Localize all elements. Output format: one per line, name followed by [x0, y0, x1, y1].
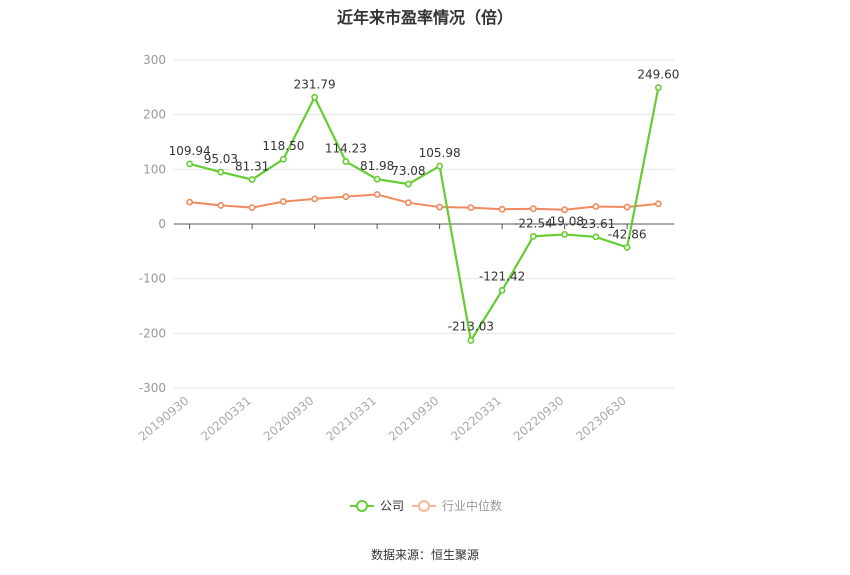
company-point: [342, 158, 350, 165]
industry-median-point: [248, 204, 256, 211]
industry-median-point: [217, 202, 225, 209]
y-tick-label: 100: [143, 162, 166, 176]
x-tick-label: 20190930: [136, 394, 192, 444]
data-label: 95.03: [204, 152, 238, 166]
y-tick-label: 0: [158, 217, 166, 231]
y-tick-label: 300: [143, 53, 166, 67]
data-source-note: 数据来源：恒生聚源: [370, 548, 479, 562]
data-label: 118.50: [262, 139, 304, 153]
y-tick-label: -200: [139, 326, 166, 340]
company-point: [592, 233, 600, 241]
data-label: 109.94: [169, 144, 211, 158]
company-point: [529, 232, 537, 240]
industry-median-point: [592, 203, 600, 210]
industry-median-point: [373, 191, 381, 198]
company-point: [654, 84, 662, 91]
industry-median-point: [311, 195, 319, 203]
legend-median-marker: [418, 500, 430, 512]
data-label: -213.03: [448, 319, 494, 333]
legend-company-label: 公司: [380, 499, 404, 513]
x-tick-label: 20210331: [323, 394, 379, 444]
industry-median-point: [279, 198, 287, 205]
company-point: [311, 93, 319, 101]
data-label: 114.23: [325, 142, 367, 156]
industry-median-point: [186, 198, 194, 206]
series-line-company: [189, 87, 660, 344]
company-point: [373, 175, 381, 183]
x-tick-label: 20230630: [573, 394, 629, 444]
data-label: -22.54: [514, 216, 553, 230]
industry-median-point: [529, 205, 537, 213]
x-tick-label: 20220930: [511, 394, 567, 444]
industry-median-point: [436, 203, 444, 211]
x-tick-label: 20220331: [448, 394, 504, 444]
company-point: [561, 231, 569, 238]
y-tick-label: -300: [139, 381, 166, 395]
industry-median-point: [342, 193, 350, 201]
data-label: -121.42: [479, 269, 525, 283]
industry-median-point: [498, 205, 506, 213]
data-label: 73.08: [391, 164, 425, 178]
data-label: 105.98: [419, 146, 461, 160]
company-point: [404, 180, 412, 188]
company-point: [186, 160, 194, 168]
chart-title: 近年来市盈率情况（倍）: [336, 8, 513, 27]
data-label: 249.60: [637, 68, 679, 82]
industry-median-point: [561, 206, 569, 214]
company-point: [279, 155, 287, 163]
data-label: 81.31: [235, 160, 269, 174]
series-line-industry-median: [189, 193, 659, 211]
data-label: -23.61: [577, 217, 616, 231]
industry-median-point: [654, 200, 662, 208]
industry-median-point: [404, 199, 412, 207]
data-label: 231.79: [294, 77, 336, 91]
company-point: [467, 337, 475, 344]
y-tick-label: -100: [139, 272, 166, 286]
industry-median-point: [467, 204, 475, 211]
x-tick-label: 20200331: [198, 394, 254, 444]
industry-median-point: [623, 203, 631, 211]
company-point: [623, 244, 631, 251]
x-tick-label: 20210930: [386, 394, 442, 444]
data-label: -42.86: [608, 227, 647, 241]
company-point: [498, 286, 506, 294]
x-tick-label: 20200930: [261, 394, 317, 444]
data-label: -19.08: [545, 214, 584, 228]
company-point: [436, 162, 444, 170]
data-label: 81.98: [360, 159, 394, 173]
legend-median-label: 行业中位数: [442, 498, 502, 513]
legend-company-marker: [356, 500, 368, 512]
company-point: [248, 176, 256, 183]
y-tick-label: 200: [143, 108, 166, 122]
company-point: [217, 168, 225, 176]
